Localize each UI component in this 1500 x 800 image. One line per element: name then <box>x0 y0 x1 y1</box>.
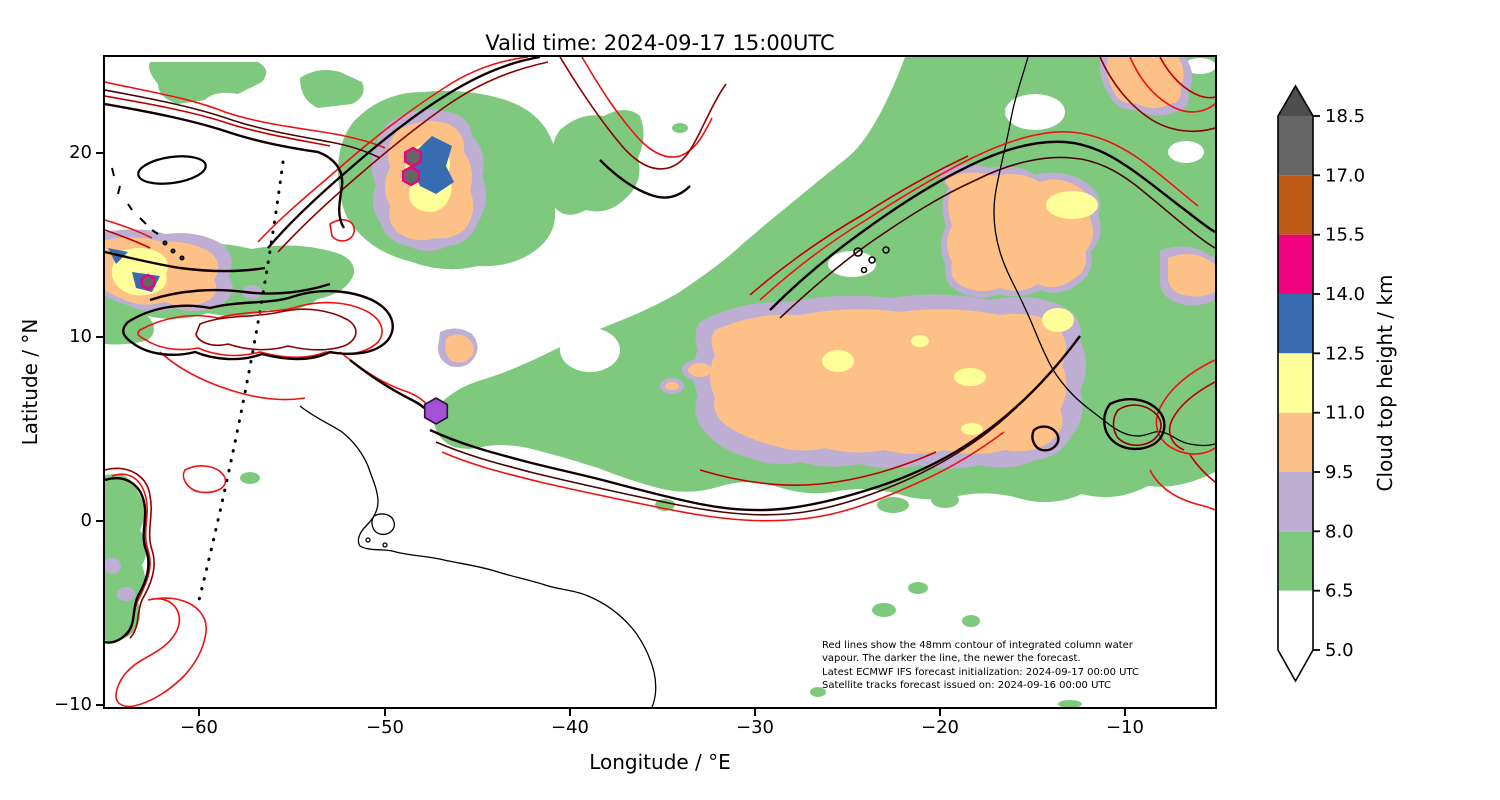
x-tick <box>569 709 571 716</box>
map-plot-area <box>103 55 1217 709</box>
cape-verde-islands <box>853 246 890 274</box>
overshoot-cell <box>402 165 420 187</box>
icwv-contours-older <box>105 57 1215 486</box>
x-tick <box>754 709 756 716</box>
colorbar-tick-label: 15.5 <box>1325 225 1365 246</box>
y-tick <box>96 152 103 154</box>
y-tick-label: −10 <box>54 694 92 715</box>
colorbar-tick-label: 11.0 <box>1325 403 1365 424</box>
cloud-gaps-white <box>503 58 1215 433</box>
icwv-contours-newest <box>105 57 1215 644</box>
y-tick <box>96 336 103 338</box>
y-tick <box>96 520 103 522</box>
y-tick-label: 10 <box>69 326 92 347</box>
coastline-marajo-island <box>371 513 395 536</box>
x-tick <box>384 709 386 716</box>
plot-title: Valid time: 2024-09-17 15:00UTC <box>485 31 835 55</box>
overshoot-cell <box>404 146 422 168</box>
x-tick <box>198 709 200 716</box>
annotation-line: Satellite tracks forecast issued on: 202… <box>822 680 1111 692</box>
colorbar-label: Cloud top height / km <box>1373 275 1397 492</box>
colorbar-tick-label: 14.0 <box>1325 284 1365 305</box>
x-tick-label: −50 <box>366 717 404 738</box>
annotation-line: Latest ECMWF IFS forecast initialization… <box>822 666 1139 678</box>
annotation-line: vapour. The darker the line, the newer t… <box>822 653 1081 665</box>
forecast-annotation: Red lines show the 48mm contour of integ… <box>822 639 1139 693</box>
y-tick-label: 20 <box>69 142 92 163</box>
colorbar-under-arrow <box>1278 650 1313 681</box>
coastline-south-america <box>299 405 657 707</box>
x-tick-label: −40 <box>551 717 589 738</box>
x-tick-label: −30 <box>736 717 774 738</box>
x-axis-label: Longitude / °E <box>589 750 731 774</box>
colorbar-tick-label: 18.5 <box>1325 106 1365 127</box>
map-canvas <box>105 57 1215 707</box>
icwv-contours-newer <box>105 89 1215 516</box>
overshooting-top-cells <box>140 146 422 291</box>
colorbar-tick-label: 17.0 <box>1325 165 1365 186</box>
x-tick-label: −20 <box>921 717 959 738</box>
satellite-track <box>195 160 285 610</box>
overshoot-cell <box>140 273 156 291</box>
icwv-contours-mid <box>105 57 1215 639</box>
x-tick-label: −60 <box>180 717 218 738</box>
colorbar-over-arrow <box>1278 86 1313 116</box>
colorbar-tick-label: 6.5 <box>1325 581 1354 602</box>
colorbar-tick-label: 5.0 <box>1325 640 1354 661</box>
colorbar-tick-label: 9.5 <box>1325 462 1354 483</box>
storm-position-marker <box>423 397 449 425</box>
annotation-line: Red lines show the 48mm contour of integ… <box>822 640 1133 651</box>
colorbar-segments <box>1278 86 1313 681</box>
x-tick <box>939 709 941 716</box>
closed-black-contours <box>111 155 890 274</box>
colorbar-tick-labels: 18.5 17.0 15.5 14.0 12.5 11.0 9.5 8.0 6.… <box>1325 106 1365 661</box>
x-tick-label: −10 <box>1106 717 1144 738</box>
y-tick-label: 0 <box>80 510 92 531</box>
colorbar-ticks <box>1313 115 1320 651</box>
x-tick <box>1124 709 1126 716</box>
y-tick <box>96 704 103 706</box>
colorbar-tick-label: 8.0 <box>1325 521 1354 542</box>
colorbar: 18.5 17.0 15.5 14.0 12.5 11.0 9.5 8.0 6.… <box>1277 84 1397 683</box>
colorbar-tick-label: 12.5 <box>1325 343 1365 364</box>
